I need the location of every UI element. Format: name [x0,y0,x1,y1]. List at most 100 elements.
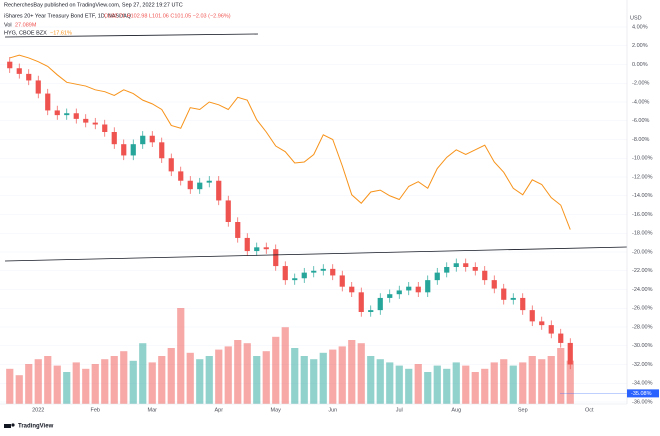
logo-shape [11,423,15,427]
volume-bar [414,364,422,404]
x-tick-label: May [271,407,282,413]
y-tick-label: -18.00% [632,231,653,237]
candle-body [548,325,554,334]
candle-body [187,180,193,190]
volume-bar [367,356,375,404]
candle-body [463,263,469,267]
y-tick-label: -22.00% [632,268,653,274]
candle-body [539,321,545,326]
volume-bar [462,365,470,404]
candle-body [216,180,222,201]
volume-bar [129,360,137,404]
y-tick-label: -36.00% [632,399,653,405]
y-tick-label: -10.00% [632,156,653,162]
candle-body [320,268,326,271]
price-tag-label: -35.08% [631,391,652,397]
plot [7,54,627,394]
volume-bar [357,343,365,404]
volume-bar [224,346,232,404]
x-tick-label: Aug [451,407,461,413]
footer-text: TradingView [18,424,54,430]
candle-body [529,310,535,322]
volume-bar [196,359,204,404]
logo-shape [4,424,11,428]
candle-body [64,113,70,116]
price-tag-box [627,389,659,398]
candle-body [567,342,573,365]
candle-body [396,290,402,295]
currency: USD [630,15,642,21]
volume-bar [405,368,413,404]
candle-body [168,158,174,172]
candle-body [140,135,146,145]
x-tick-label: Jun [328,407,337,413]
candle-body [292,278,298,281]
y-tick-label: -34.00% [632,381,653,387]
volume-bar [44,356,52,404]
candle-body [235,222,241,238]
x-tick-label: 2022 [32,407,44,413]
volume-bar [158,356,166,404]
y-tick-label: -6.00% [632,118,650,124]
x-tick-label: Jul [396,407,403,413]
candle-body [510,297,516,300]
volume-bar [338,346,346,404]
volume-name: Vol [4,22,12,28]
candle-body [520,297,526,311]
volume-bar [167,348,175,404]
candle-body [339,275,345,287]
candle-body [301,272,307,279]
series-name: iShares 20+ Year Treasury Bond ETF, 1D, … [4,13,132,19]
ohlc-text: O102.71 H102.98 L101.06 C101.05 −2.03 (−… [104,13,231,19]
volume-bar [82,368,90,404]
y-tick-label: -32.00% [632,362,653,368]
volume-bar [519,362,527,404]
candle-body [358,292,364,312]
volume-bar [6,368,14,404]
footer-logo: TradingView [4,423,54,430]
volume-bar [490,362,498,404]
volume-bar [395,365,403,404]
candle-body [73,113,79,119]
volume-bar [34,359,42,404]
volume-bar [329,349,337,404]
candle-body [368,310,374,312]
volume-last: 27.089M [15,22,37,28]
volume-bar [139,343,147,404]
candle-body [244,237,250,252]
candle-body [111,132,117,145]
trend-line [4,246,628,262]
volume-bar [63,372,71,404]
y-tick-label: -16.00% [632,212,653,218]
y-tick-label: -24.00% [632,287,653,293]
volume-bar [25,364,33,404]
volume-bar [215,349,223,404]
volume-bar [15,375,23,404]
candle-body [130,144,136,156]
volume-bar [72,362,80,404]
volume-bar [433,365,441,404]
overlay-name: HYG, CBOE BZX [4,30,47,36]
candle-body [121,144,127,156]
candle-body [45,93,51,111]
trend-line [4,33,259,38]
y-tick-label: 4.00% [632,24,648,30]
volume-bar [291,348,299,404]
candle-body [472,267,478,271]
candle-body [491,280,497,289]
volume-bar [186,352,194,404]
volume-bar [376,359,384,404]
y-tick-label: -14.00% [632,193,653,199]
overlay-line [9,54,571,230]
candle-body [387,294,393,298]
volume-bar [481,368,489,404]
volume-bar [310,359,318,404]
axes: 4.00% 2.00% 0.00% -2.00% -4.00% -6.00% -8.00% -… [32,24,659,413]
candle-body [16,68,22,74]
author-line: RecherchesBay published on TradingView.c… [4,2,183,8]
candle-body [444,267,450,273]
candle-body [159,142,165,159]
candle-body [225,200,231,222]
candle-body [92,122,98,125]
x-tick-label: Feb [91,407,100,413]
